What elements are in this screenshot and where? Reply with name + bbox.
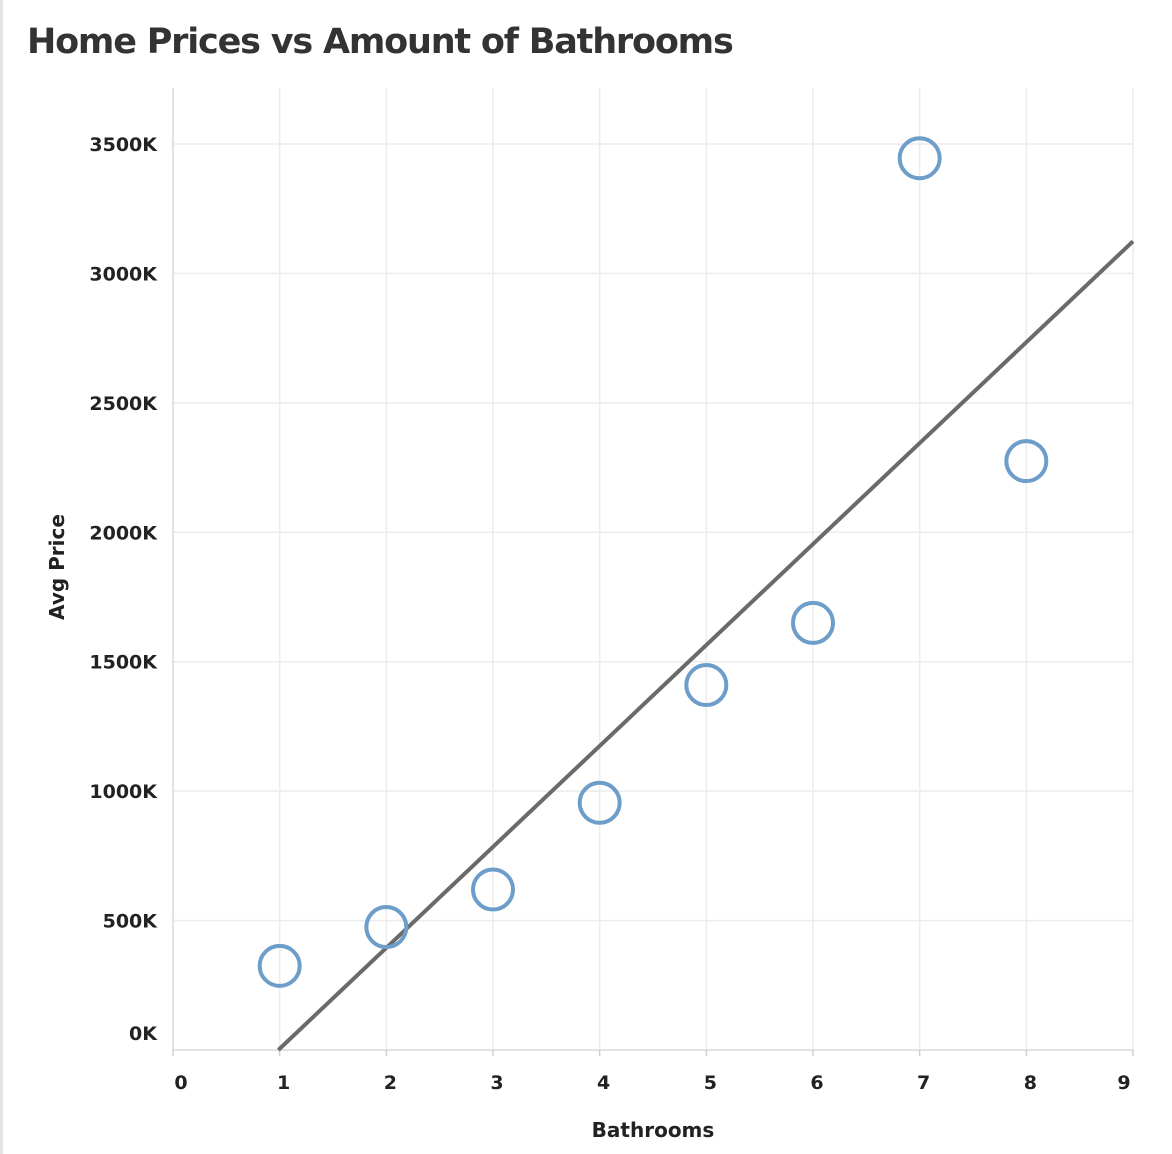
data-point [364, 905, 409, 950]
data-point [897, 136, 942, 181]
y-tick-label: 1500K [89, 652, 158, 674]
chart-title: Home Prices vs Amount of Bathrooms [27, 22, 734, 62]
x-tick-label: 8 [1024, 1072, 1037, 1094]
x-tick-label: 4 [597, 1072, 610, 1094]
grid-lines [173, 88, 1134, 1050]
x-axis-title: Bathrooms [592, 1118, 715, 1142]
data-point [1004, 439, 1049, 484]
data-point [471, 867, 515, 912]
x-tick-label: 7 [917, 1072, 930, 1094]
y-tick-label: 2000K [89, 522, 158, 544]
data-point [577, 780, 622, 825]
data-point [791, 600, 835, 645]
data-point [257, 943, 302, 988]
data-point [684, 663, 729, 708]
x-tick-label: 6 [810, 1072, 823, 1094]
y-tick-label: 500K [103, 911, 159, 933]
data-points [257, 136, 1049, 988]
y-axis-title: Avg Price [45, 514, 69, 620]
axes [172, 88, 1133, 1051]
y-axis-ticks: 0K 500K 1000K 1500K 2000K 2500K 3000K 3500K [89, 134, 158, 1045]
trendline [276, 239, 1135, 1052]
trendline-layer [276, 239, 1135, 1052]
panel-left-border [0, 0, 3, 1154]
x-tick-label: 1 [277, 1072, 290, 1094]
y-tick-label: 0K [129, 1023, 158, 1045]
x-tick-label: 3 [490, 1072, 503, 1094]
x-axis-ticks: 0 1 2 3 4 5 6 7 8 9 [172, 1050, 1134, 1094]
y-tick-label: 2500K [89, 393, 158, 415]
x-tick-label: 5 [704, 1072, 717, 1094]
y-tick-label: 1000K [89, 781, 158, 803]
x-tick-label: 9 [1117, 1072, 1130, 1094]
x-tick-label: 0 [174, 1072, 187, 1094]
x-tick-label: 2 [384, 1072, 397, 1094]
y-tick-label: 3000K [89, 263, 158, 285]
y-tick-label: 3500K [89, 134, 158, 156]
